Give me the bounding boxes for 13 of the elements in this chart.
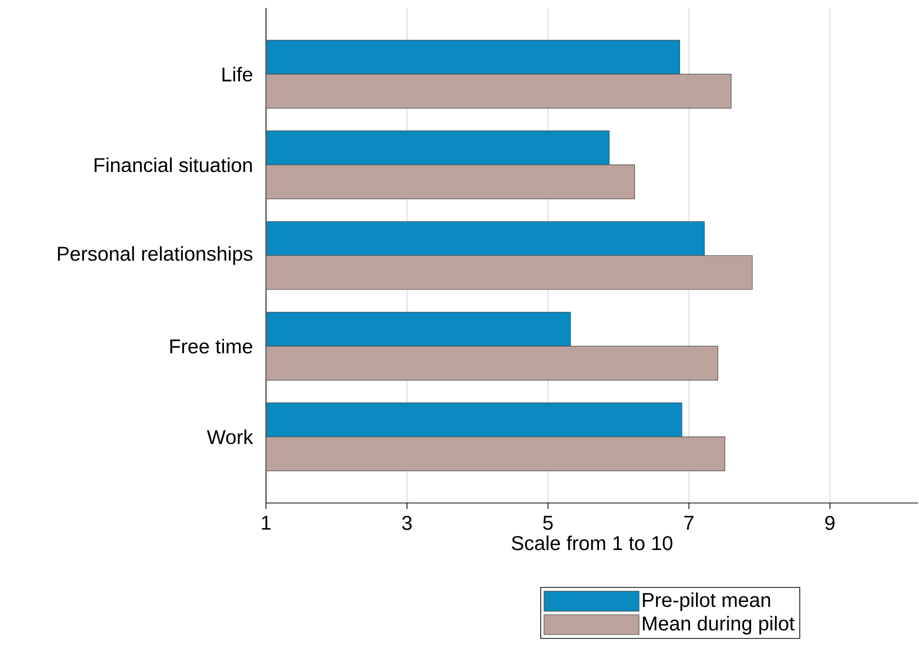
x-tick-label: 1 xyxy=(262,516,271,530)
y-tick-label: Personal relationships xyxy=(58,246,252,265)
legend-label: Pre-pilot mean xyxy=(642,592,770,612)
x-tick-label: 7 xyxy=(684,516,694,530)
y-tick-label: Work xyxy=(206,429,254,444)
y-tick-label: Free time xyxy=(170,338,252,354)
x-tick-label: 3 xyxy=(402,516,412,530)
x-axis-title: Scale from 1 to 10 xyxy=(512,536,672,550)
legend-label: Mean during pilot xyxy=(642,616,795,635)
x-tick-label: 9 xyxy=(825,516,835,530)
y-tick-label: Life xyxy=(222,66,252,82)
y-tick-label: Financial situation xyxy=(94,158,252,172)
x-tick-label: 5 xyxy=(543,516,553,530)
